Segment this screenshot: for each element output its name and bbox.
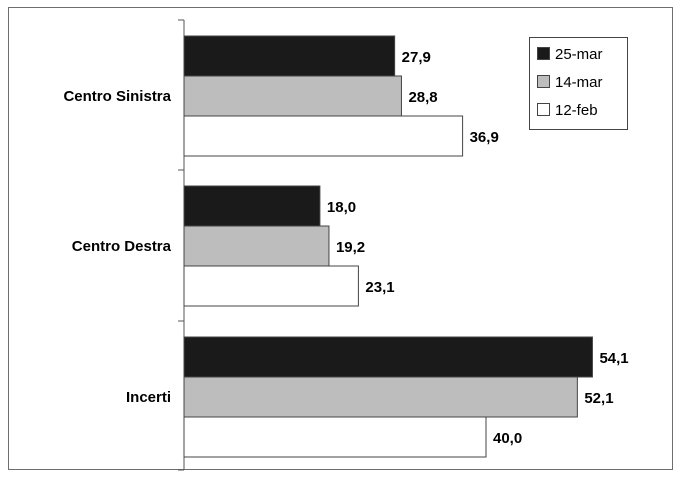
- data-label: 18,0: [327, 199, 356, 216]
- data-label: 28,8: [408, 89, 437, 106]
- category-label: Incerti: [126, 389, 171, 406]
- legend-label: 12-feb: [555, 102, 598, 119]
- legend: 25-mar 14-mar 12-feb: [529, 37, 628, 130]
- bar-12-feb: [183, 115, 464, 157]
- legend-label: 14-mar: [555, 74, 603, 91]
- data-label: 52,1: [584, 390, 613, 407]
- bar-12-feb: [183, 265, 359, 307]
- bar-25-mar: [183, 35, 396, 77]
- data-label: 36,9: [470, 129, 499, 146]
- bar-14-mar: [183, 225, 330, 267]
- bar-14-mar: [183, 376, 578, 418]
- legend-swatch: [537, 47, 550, 60]
- category-label: Centro Destra: [72, 238, 172, 255]
- data-label: 54,1: [599, 350, 628, 367]
- category-label: Centro Sinistra: [63, 88, 171, 105]
- legend-label: 25-mar: [555, 46, 603, 63]
- data-label: 27,9: [402, 49, 431, 66]
- legend-swatch: [537, 75, 550, 88]
- bar-12-feb: [183, 416, 487, 458]
- bar-25-mar: [183, 336, 593, 378]
- plot-area: Centro Sinistra 27,9 28,8 36,9 Centro Destra…: [63, 19, 629, 471]
- data-label: 23,1: [365, 279, 394, 296]
- bar-25-mar: [183, 185, 321, 227]
- legend-swatch: [537, 103, 550, 116]
- data-label: 40,0: [493, 430, 522, 447]
- data-label: 19,2: [336, 239, 365, 256]
- bar-14-mar: [183, 75, 402, 117]
